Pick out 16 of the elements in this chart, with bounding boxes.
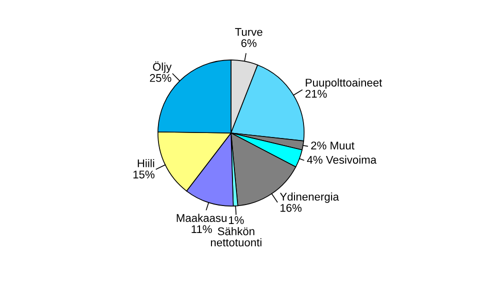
slice-label: Öljy: [153, 61, 172, 73]
data-label: 1%: [228, 216, 244, 224]
slice-label: Ydinenergia: [280, 192, 339, 203]
data-label: 11%: [192, 225, 212, 234]
slice-label: Hiili: [138, 159, 154, 168]
slice-label: Sähkön nettotuonti: [210, 227, 262, 246]
slice-label: 2% Muut: [311, 142, 354, 150]
slice-label: Turve: [235, 28, 262, 36]
data-label: 6%: [241, 39, 256, 48]
slice-label: Puupolttoaineet: [306, 78, 382, 89]
slice-label: Maakaasu: [176, 214, 226, 222]
data-label: 15%: [133, 170, 154, 178]
slice-label: 4% Vesivoima: [307, 156, 377, 164]
data-label: 21%: [305, 90, 327, 98]
data-label: 16%: [280, 204, 302, 212]
data-label: 25%: [150, 74, 172, 82]
